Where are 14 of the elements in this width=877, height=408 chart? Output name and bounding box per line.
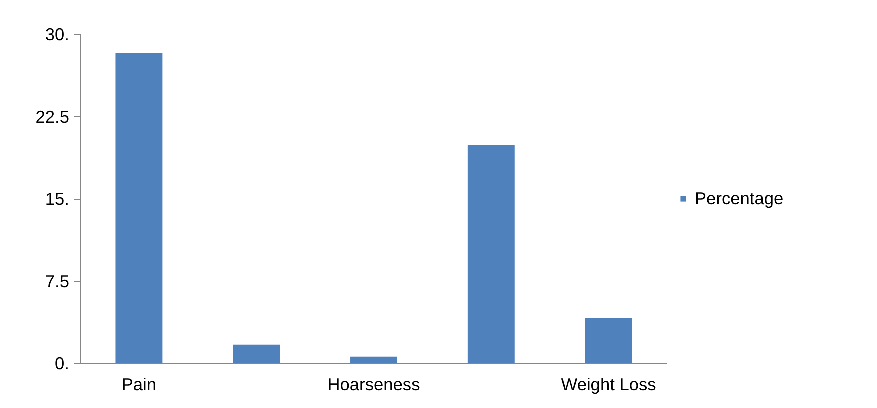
y-tick-label: 30. [45, 24, 70, 44]
y-tick-label: 22.5 [36, 106, 70, 127]
bar [585, 318, 632, 364]
bar [233, 344, 280, 364]
x-tick-label: Pain [122, 374, 157, 394]
y-tick-label: 7.5 [45, 271, 70, 292]
bar [350, 356, 398, 364]
y-tick-label: 15. [45, 189, 70, 209]
legend-label: Percentage [695, 188, 784, 209]
x-tick-label: Weight Loss [561, 374, 657, 394]
bar [116, 53, 163, 364]
y-tick-label: 0. [55, 354, 70, 374]
x-tick-label: Hoarseness [328, 374, 421, 394]
bar [468, 145, 515, 364]
